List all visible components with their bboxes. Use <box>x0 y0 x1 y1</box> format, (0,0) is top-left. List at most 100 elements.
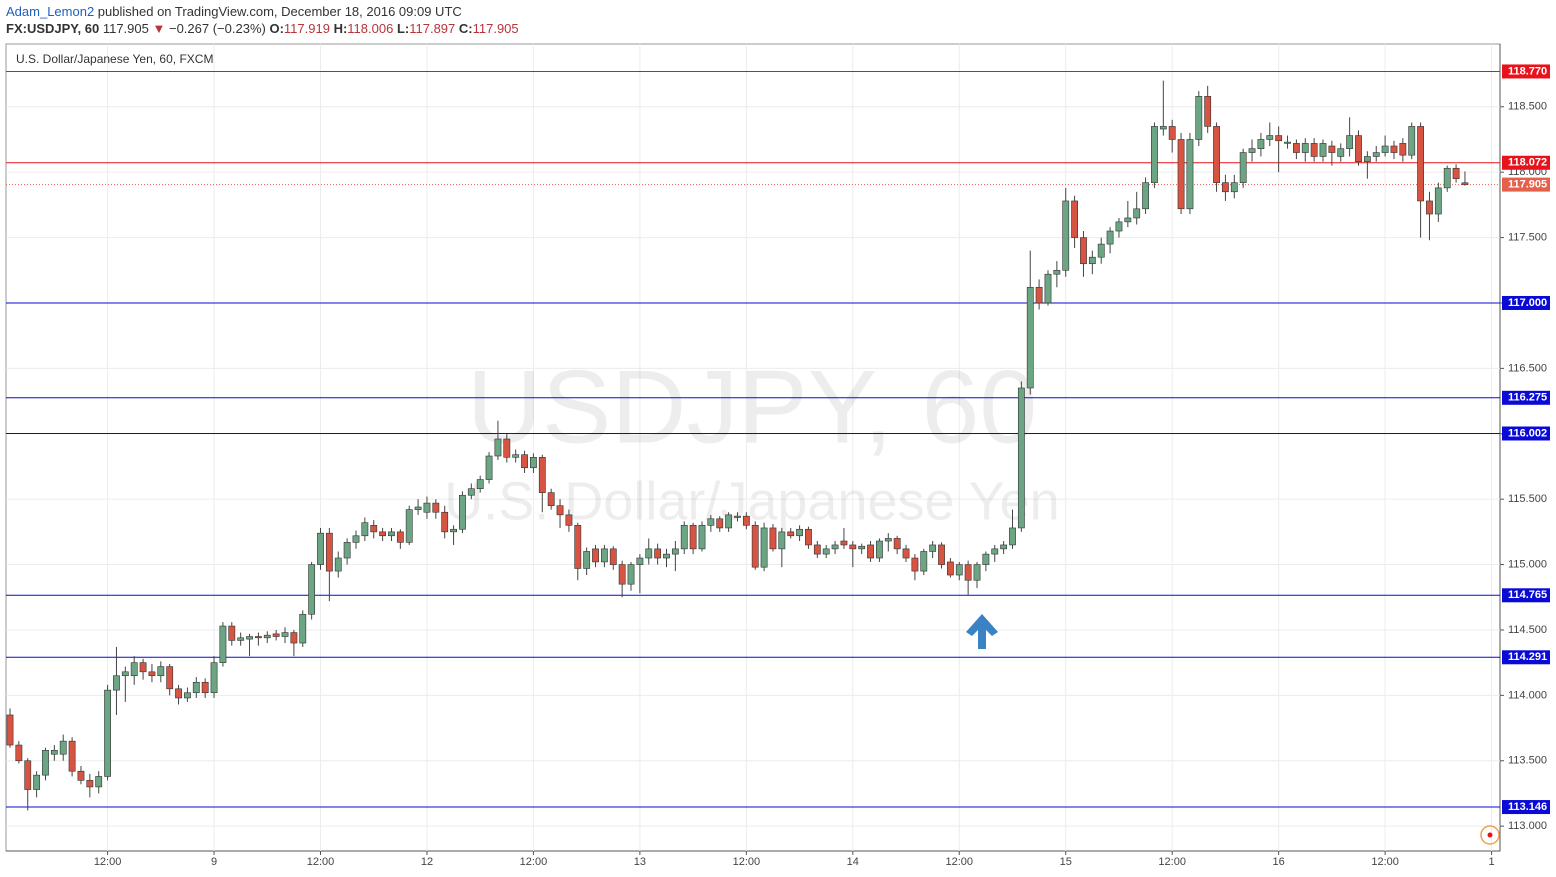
candle-body <box>1381 145 1389 153</box>
candle-body <box>1301 143 1309 153</box>
low-label: L: <box>396 21 410 36</box>
candle-body <box>334 557 342 572</box>
candle-body <box>1142 182 1149 210</box>
candle-body <box>59 740 67 755</box>
candle-body <box>317 532 324 565</box>
candle-body <box>512 454 520 458</box>
candle-body <box>1035 286 1043 304</box>
screenshot-button[interactable] <box>1480 825 1500 845</box>
candle-body <box>1000 544 1008 550</box>
candle-body <box>627 564 635 585</box>
candle-body <box>938 544 945 565</box>
y-tick-label: 114.500 <box>1508 624 1547 636</box>
candle-body <box>796 528 803 537</box>
high-label: H: <box>333 21 348 36</box>
candle-body <box>370 525 378 533</box>
level-label-bg <box>1502 426 1550 441</box>
candle-body <box>680 525 688 550</box>
level-label: 113.146 <box>1508 801 1547 813</box>
level-label-bg <box>1502 155 1550 170</box>
candle-body <box>192 681 200 694</box>
candle-body <box>1080 237 1087 265</box>
y-tick-label: 113.000 <box>1508 820 1547 832</box>
candle-body <box>361 522 369 537</box>
high-value: 118.006 <box>347 21 394 36</box>
candle-body <box>973 564 981 581</box>
candle-body <box>716 518 724 529</box>
candle-body <box>574 525 582 569</box>
candle-body <box>15 744 23 762</box>
x-tick-label: 12:00 <box>307 856 335 868</box>
candle-body <box>867 544 874 559</box>
candle-body <box>1097 243 1105 258</box>
x-tick-label: 1 <box>1489 856 1495 868</box>
candle-body <box>450 528 457 533</box>
candle-body <box>1275 135 1283 142</box>
candle-body <box>751 525 759 568</box>
level-label-bg <box>1502 295 1550 310</box>
x-tick-label: 12 <box>421 856 433 868</box>
open-label: O: <box>269 21 284 36</box>
candle-body <box>1088 256 1096 265</box>
x-tick-label: 12:00 <box>520 856 548 868</box>
candle-body <box>352 535 360 543</box>
candle-body <box>955 564 963 576</box>
candle-body <box>1257 139 1265 149</box>
watermark-sub: U.S. Dollar/Japanese Yen <box>444 471 1059 531</box>
level-label: 117.905 <box>1508 179 1547 191</box>
candle-body <box>1399 143 1407 156</box>
candle-body <box>840 540 848 546</box>
x-tick-label: 15 <box>1060 856 1072 868</box>
candle-body <box>1106 230 1114 245</box>
candle-body <box>964 564 972 581</box>
y-tick-label: 113.500 <box>1508 755 1547 767</box>
candle-body <box>405 509 413 543</box>
candle-body <box>521 454 528 469</box>
candle-body <box>1292 143 1300 153</box>
candle-body <box>1452 167 1460 180</box>
author-link[interactable]: Adam_Lemon2 <box>6 4 95 19</box>
level-label-bg <box>1502 588 1550 603</box>
candle-body <box>618 564 626 585</box>
candle-body <box>1133 208 1141 219</box>
candle-body <box>325 532 333 572</box>
candle-body <box>538 457 546 493</box>
screenshot-dot <box>1487 832 1493 838</box>
candle-body <box>1434 187 1442 215</box>
candle-body <box>1363 156 1371 163</box>
candle-body <box>1026 286 1034 389</box>
candle-body <box>858 545 866 550</box>
watermark: USDJPY, 60 <box>467 349 1037 465</box>
level-label-bg <box>1502 177 1550 192</box>
candle-body <box>1248 148 1256 153</box>
candle-body <box>902 548 910 559</box>
candle-body <box>849 544 857 550</box>
candle-body <box>130 662 138 677</box>
candle-body <box>175 688 182 699</box>
low-value: 117.897 <box>409 21 456 36</box>
candle-body <box>139 662 147 673</box>
close-value: 117.905 <box>472 21 519 36</box>
candle-body <box>725 514 733 529</box>
y-tick-label: 117.500 <box>1508 231 1547 243</box>
candle-body <box>414 506 422 510</box>
level-label: 118.072 <box>1508 157 1547 169</box>
candle-body <box>1071 200 1079 238</box>
candle-body <box>184 692 191 699</box>
level-label-bg <box>1502 64 1550 79</box>
y-tick-label: 118.500 <box>1508 101 1547 113</box>
candle-body <box>876 540 883 559</box>
candle-body <box>476 479 484 490</box>
candle-body <box>1151 126 1158 183</box>
candle-body <box>530 457 537 469</box>
arrow-annotation <box>966 614 998 649</box>
candle-body <box>1230 182 1238 193</box>
candle-body <box>734 515 741 518</box>
x-tick-label: 16 <box>1273 856 1285 868</box>
candle-body <box>1177 139 1185 210</box>
candle-body <box>1053 269 1061 275</box>
candle-body <box>281 632 289 637</box>
candle-body <box>1328 145 1336 153</box>
x-tick-label: 14 <box>847 856 859 868</box>
